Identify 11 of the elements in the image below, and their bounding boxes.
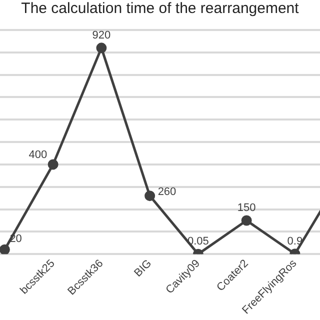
- chart-title: The calculation time of the rearrangement: [20, 0, 300, 17]
- point: [96, 42, 107, 54]
- data-label: 400: [28, 148, 48, 161]
- data-label: 920: [92, 29, 111, 42]
- point: [48, 159, 58, 170]
- point: [241, 215, 252, 226]
- data-label: 260: [158, 186, 176, 198]
- x-tick-label: BIG: [132, 258, 154, 280]
- point: [0, 244, 10, 254]
- data-label: 150: [237, 202, 256, 214]
- point: [144, 190, 156, 202]
